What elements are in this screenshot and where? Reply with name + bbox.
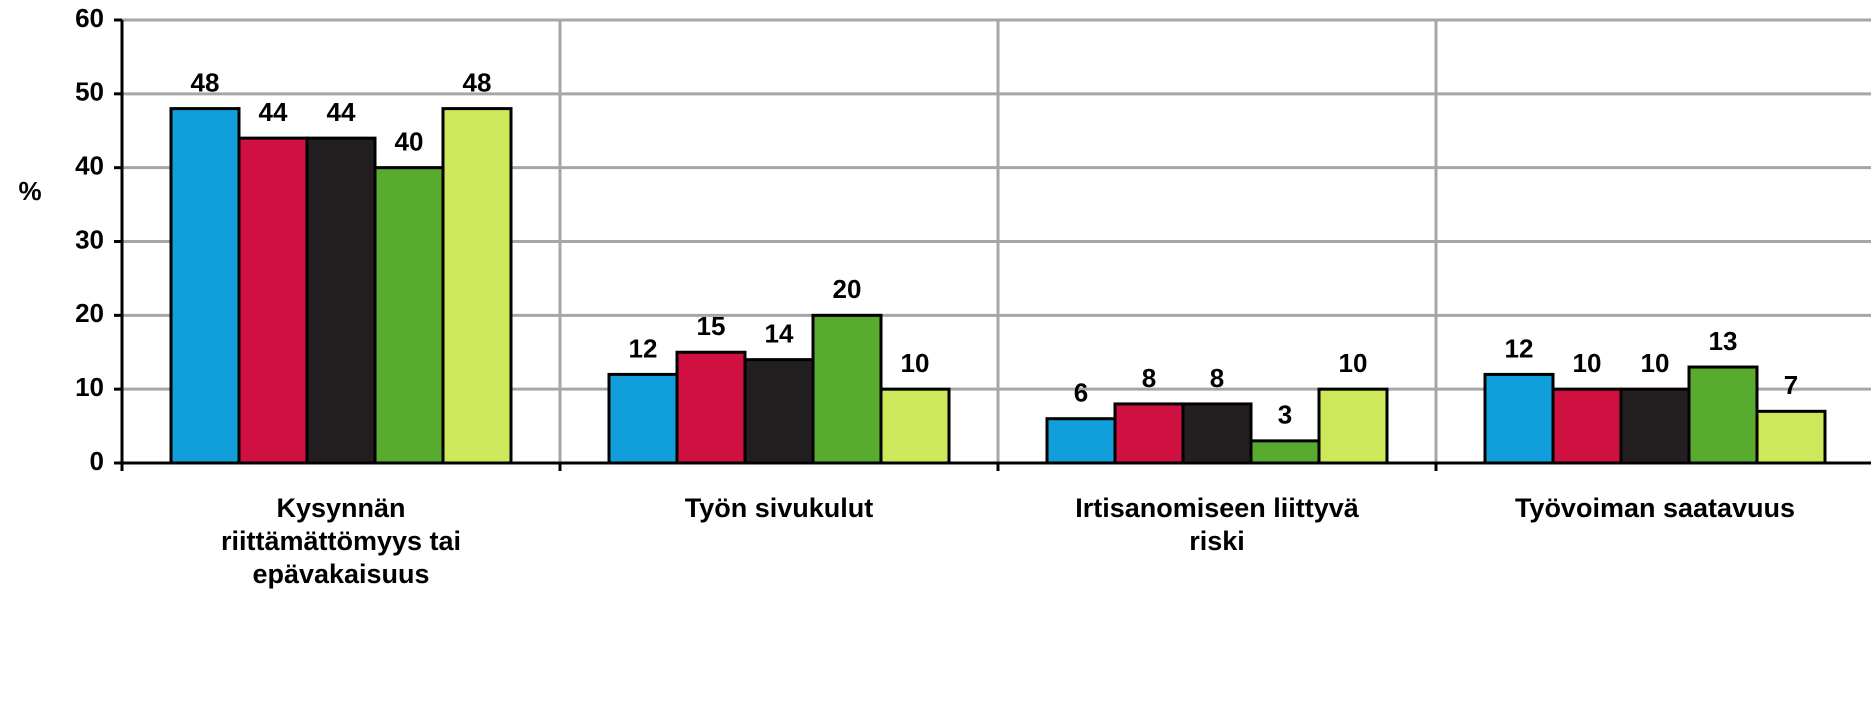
bar xyxy=(169,107,241,465)
bar xyxy=(1249,439,1321,465)
data-label: 8 xyxy=(1210,363,1224,393)
bar xyxy=(1113,402,1185,465)
bar xyxy=(1483,372,1555,465)
data-label: 10 xyxy=(901,348,930,378)
x-tick-label: Työn sivukulut xyxy=(684,493,874,523)
data-label: 40 xyxy=(395,127,424,157)
data-label: 48 xyxy=(191,67,220,97)
bar xyxy=(237,136,309,465)
bar xyxy=(879,387,951,465)
bar xyxy=(607,372,679,465)
bar xyxy=(811,313,883,465)
data-label: 6 xyxy=(1074,378,1088,408)
data-label: 14 xyxy=(765,319,794,349)
bar xyxy=(305,136,377,465)
data-label: 48 xyxy=(463,67,492,97)
bar xyxy=(1687,365,1759,465)
data-label: 8 xyxy=(1142,363,1156,393)
data-label: 10 xyxy=(1641,348,1670,378)
y-tick-label: 60 xyxy=(75,3,104,33)
x-tick-label: Irtisanomiseen liittyvä riski xyxy=(1075,493,1359,556)
y-tick-label: 0 xyxy=(90,446,104,476)
data-label: 20 xyxy=(833,274,862,304)
bar xyxy=(1045,417,1117,465)
data-label: 44 xyxy=(327,97,356,127)
x-tick-label: Kysynnän riittämättömyys tai epävakaisuu… xyxy=(220,493,462,589)
bar xyxy=(1317,387,1389,465)
y-axis-label: % xyxy=(18,176,41,206)
bar xyxy=(1755,409,1827,465)
bar xyxy=(743,358,815,465)
bar xyxy=(675,350,747,465)
data-label: 12 xyxy=(1505,333,1534,363)
data-label: 10 xyxy=(1339,348,1368,378)
data-label: 10 xyxy=(1573,348,1602,378)
data-label: 7 xyxy=(1784,370,1798,400)
data-label: 44 xyxy=(259,97,288,127)
y-tick-label: 40 xyxy=(75,151,104,181)
y-tick-label: 30 xyxy=(75,224,104,254)
bar xyxy=(441,107,513,465)
data-label: 15 xyxy=(697,311,726,341)
data-label: 13 xyxy=(1709,326,1738,356)
bar xyxy=(1619,387,1691,465)
data-label: 3 xyxy=(1278,400,1292,430)
bar xyxy=(1181,402,1253,465)
bar xyxy=(1551,387,1623,465)
data-label: 12 xyxy=(629,333,658,363)
y-tick-label: 20 xyxy=(75,298,104,328)
bar xyxy=(373,166,445,465)
y-tick-label: 10 xyxy=(75,372,104,402)
y-tick-label: 50 xyxy=(75,77,104,107)
x-tick-label: Työvoiman saatavuus xyxy=(1514,493,1796,523)
